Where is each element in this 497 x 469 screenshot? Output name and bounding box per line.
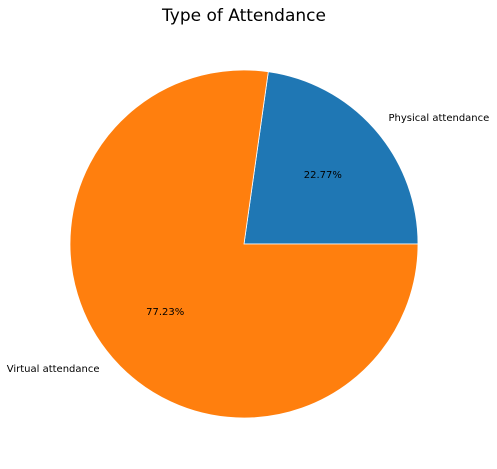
slice-category-label-1: Virtual attendance (7, 364, 100, 375)
pie-slice-0 (243, 71, 419, 245)
pie-slice-1 (69, 69, 419, 419)
slice-percent-label-0: 22.77% (304, 170, 342, 181)
labels-layer: 22.77% Physical attendance 77.23% Virtual a… (7, 113, 490, 375)
slices-layer (69, 69, 419, 419)
chart-title: Type of Attendance (161, 6, 326, 26)
slice-percent-label-1: 77.23% (146, 307, 184, 318)
slice-category-label-0: Physical attendance (389, 113, 490, 124)
